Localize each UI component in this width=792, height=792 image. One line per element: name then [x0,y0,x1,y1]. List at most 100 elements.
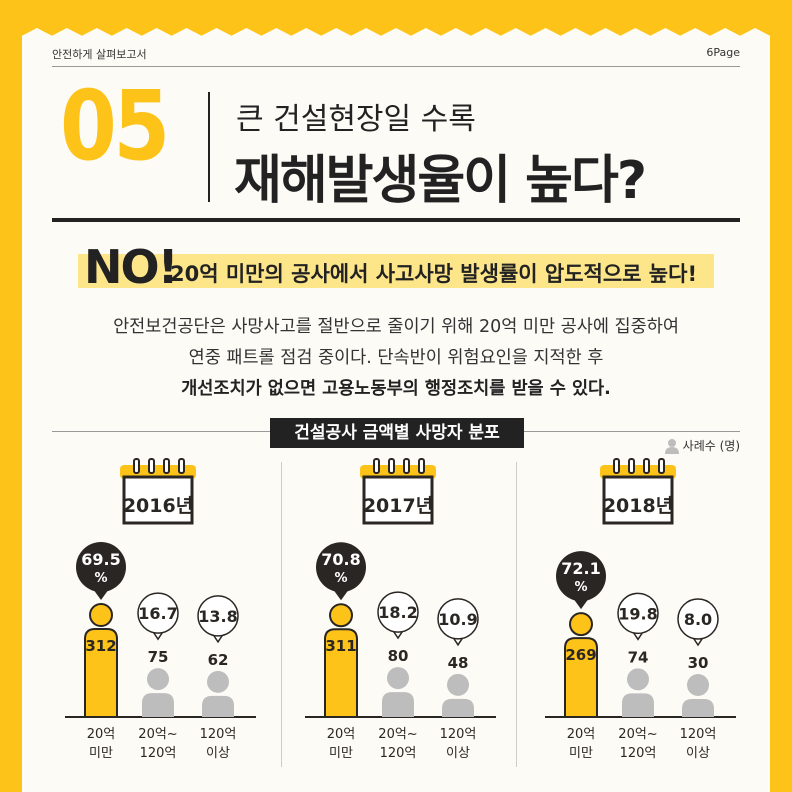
bar-person-body [84,628,118,718]
bar-person-head [387,667,409,690]
description-line-3: 개선조치가 없으면 고용노동부의 행정조치를 받을 수 있다. [181,379,611,399]
calendar-icon [362,475,434,525]
bar-person-head [207,670,229,693]
count-label: 62 [208,651,229,669]
category-label: 20억 [567,727,596,742]
panel-divider [281,462,282,767]
category-label: 이상 [686,746,710,761]
title-underline [52,218,740,222]
calendar-ring-icon [403,458,410,474]
percent-bubble [617,592,659,635]
calendar-ring-icon [418,458,425,474]
category-label: 이상 [446,746,470,761]
page-subtitle: 큰 건설현장일 수록 [236,102,476,137]
percent-bubble-tail [573,598,589,610]
calendar-ring-icon [373,458,380,474]
year-label: 2018년 [603,495,673,517]
calendar-ring-icon [163,458,170,474]
calendar-ring-icon [388,458,395,474]
percent-bubble [316,542,366,593]
count-label: 80 [388,647,409,665]
percent-bubble-tail [333,589,349,601]
percent-label: 69.5 [81,550,120,569]
count-label: 74 [628,648,649,666]
calendar-ring-icon [643,458,650,474]
percent-sign: % [334,571,347,586]
calendar-ring-icon [148,458,155,474]
category-label: 이상 [206,746,230,761]
percent-bubble [556,551,606,602]
bar-person-body [622,693,654,717]
bar-person-head [687,674,709,696]
percent-bubble [197,595,239,637]
answer-no: NO! [84,240,179,294]
category-label: 20억 [87,727,116,742]
percent-bubble [137,592,179,634]
percent-label: 70.8 [321,550,360,569]
bar-person-body [564,637,598,718]
percent-sign: % [94,571,107,586]
bar-person-body [324,628,358,718]
unit-label: 사례수 (명) [664,437,740,454]
description-line-1: 안전보건공단은 사망사고를 절반으로 줄이기 위해 20억 미만 공사에 집중하… [113,317,679,337]
percent-label: 10.9 [438,610,477,629]
count-label: 311 [325,637,356,655]
bar-person-body [142,693,174,717]
category-label: 미만 [569,746,593,761]
calendar-ring-icon [658,458,665,474]
bar-person-head [147,668,169,691]
document-title: 안전하게 살펴보고서 [52,48,147,61]
percent-label: 16.7 [138,604,177,623]
percent-label: 8.0 [684,610,712,629]
percent-bubble-tail [93,589,109,600]
category-label: 미만 [329,746,353,761]
calendar-icon [602,475,674,525]
year-label: 2016년 [123,495,193,517]
title-separator [208,92,210,202]
bar-person-head [627,668,649,691]
answer-text: 20억 미만의 공사에서 사고사망 발생률이 압도적으로 높다! [170,262,698,286]
count-label: 30 [688,654,709,672]
category-label: 120억 [140,746,177,761]
page-number: 6Page [706,46,740,59]
category-label: 20억~ [618,727,657,742]
bar-person-head [89,603,113,627]
category-label: 미만 [89,746,113,761]
person-icon [664,438,679,454]
calendar-ring-icon [178,458,185,474]
category-label: 120억 [440,727,477,742]
bar-person-head [447,673,469,696]
bar-person-body [442,698,474,717]
category-label: 20억~ [138,727,177,742]
count-label: 48 [448,654,469,672]
calendar-ring-icon [133,458,140,474]
percent-sign: % [574,580,587,595]
bar-person-head [329,603,353,628]
page-title: 재해발생율이 높다? [234,151,647,211]
count-label: 75 [148,648,169,666]
percent-bubble [377,591,419,633]
calendar-ring-icon [628,458,635,474]
paper-background [22,28,770,792]
category-label: 20억~ [378,727,417,742]
category-label: 120억 [380,746,417,761]
calendar-ring-icon [613,458,620,474]
panel-divider [516,462,517,767]
percent-bubble [677,598,719,640]
chart-title: 건설공사 금액별 사망자 분포 [270,418,524,448]
category-label: 120억 [620,746,657,761]
bar-person-body [202,695,234,717]
percent-label: 72.1 [561,559,600,578]
section-number: 05 [60,70,170,182]
category-label: 20억 [327,727,356,742]
category-label: 120억 [680,727,717,742]
unit-text: 사례수 (명) [682,439,740,453]
count-label: 312 [85,637,116,655]
year-label: 2017년 [363,495,433,517]
answer-highlight [78,254,714,288]
bar-person-body [382,692,414,717]
bar-person-body [682,699,714,717]
percent-bubble [437,598,479,640]
calendar-icon [122,475,194,525]
